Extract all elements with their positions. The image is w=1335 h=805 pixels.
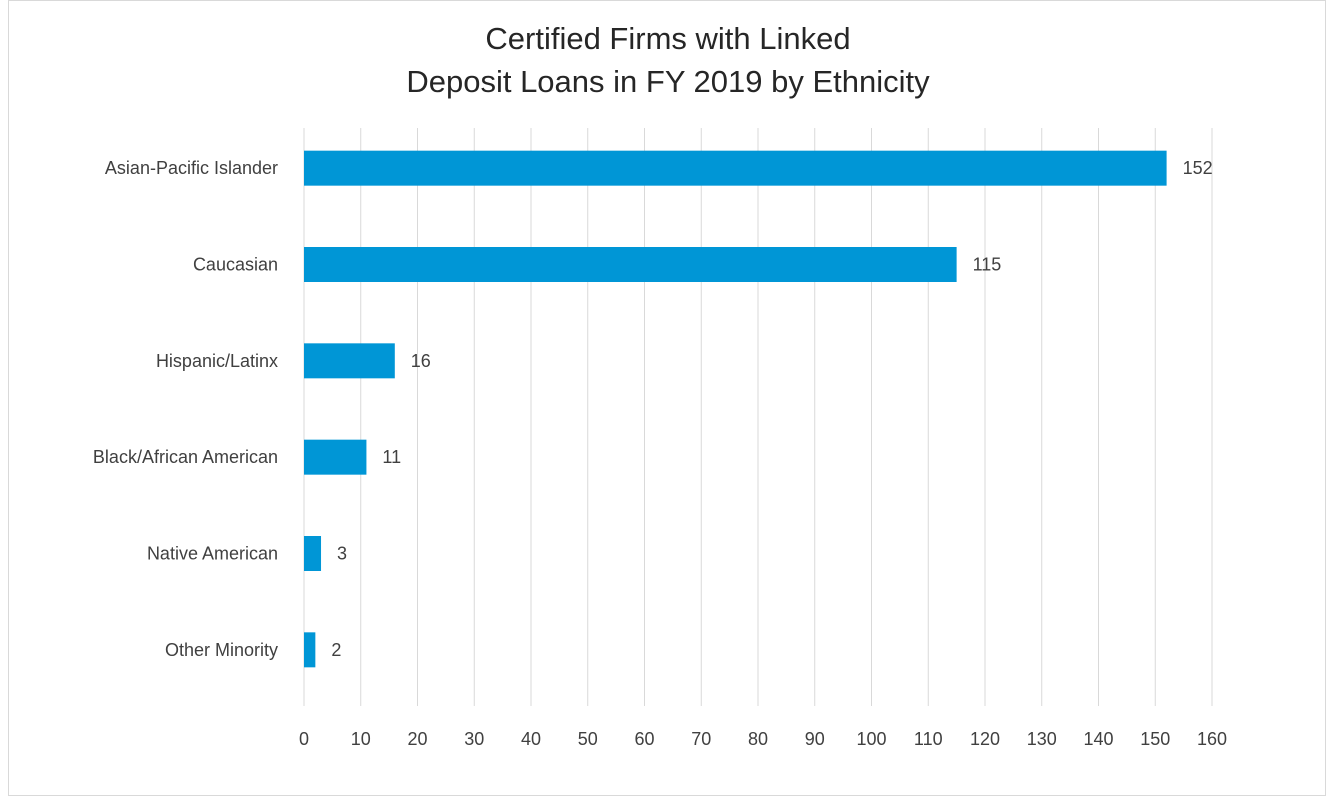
x-tick-label: 30 [464,729,484,749]
category-label: Caucasian [193,255,278,275]
bar [304,150,1167,186]
x-tick-label: 110 [914,729,943,749]
chart-title-line-2: Deposit Loans in FY 2019 by Ethnicity [406,64,930,99]
data-label: 2 [331,640,341,660]
x-tick-label: 160 [1197,729,1227,749]
data-label: 3 [337,544,347,564]
category-labels: Asian-Pacific Islander Caucasian Hispanic/… [93,158,278,660]
bars [304,150,1167,668]
chart-title: Certified Firms with Linked Deposit Loan… [9,17,1327,103]
x-tick-label: 90 [805,729,825,749]
bar-chart: 0 10 20 30 40 50 60 70 80 90 100 110 120 130 140 150 160… [93,128,1227,749]
x-tick-label: 130 [1027,729,1057,749]
x-tick-label: 150 [1140,729,1170,749]
gridlines [303,128,1213,706]
x-tick-label: 100 [856,729,886,749]
x-tick-label: 10 [351,729,371,749]
bar [304,247,957,282]
x-axis-ticks: 0 10 20 30 40 50 60 70 80 90 100 110 120 130 140 150 160 [299,729,1227,749]
x-tick-label: 120 [970,729,1000,749]
bar [304,536,322,571]
data-label: 11 [382,447,401,467]
x-tick-label: 70 [691,729,711,749]
category-label: Black/African American [93,447,278,467]
bar [304,439,367,475]
x-tick-label: 80 [748,729,768,749]
category-label: Hispanic/Latinx [156,351,278,371]
category-label: Other Minority [165,640,278,660]
bar [304,343,395,379]
x-tick-label: 140 [1083,729,1113,749]
x-tick-label: 40 [521,729,541,749]
data-label: 16 [411,351,431,371]
category-label: Native American [147,544,278,564]
bar [304,632,316,668]
chart-frame: Certified Firms with Linked Deposit Loan… [8,0,1326,796]
category-label: Asian-Pacific Islander [105,158,278,178]
x-tick-label: 20 [407,729,427,749]
data-labels: 152 115 16 11 3 2 [331,158,1212,660]
data-label: 152 [1183,158,1213,178]
data-label: 115 [973,255,1002,275]
chart-title-line-1: Certified Firms with Linked [485,21,851,56]
x-tick-label: 60 [634,729,654,749]
x-tick-label: 0 [299,729,309,749]
x-tick-label: 50 [578,729,598,749]
